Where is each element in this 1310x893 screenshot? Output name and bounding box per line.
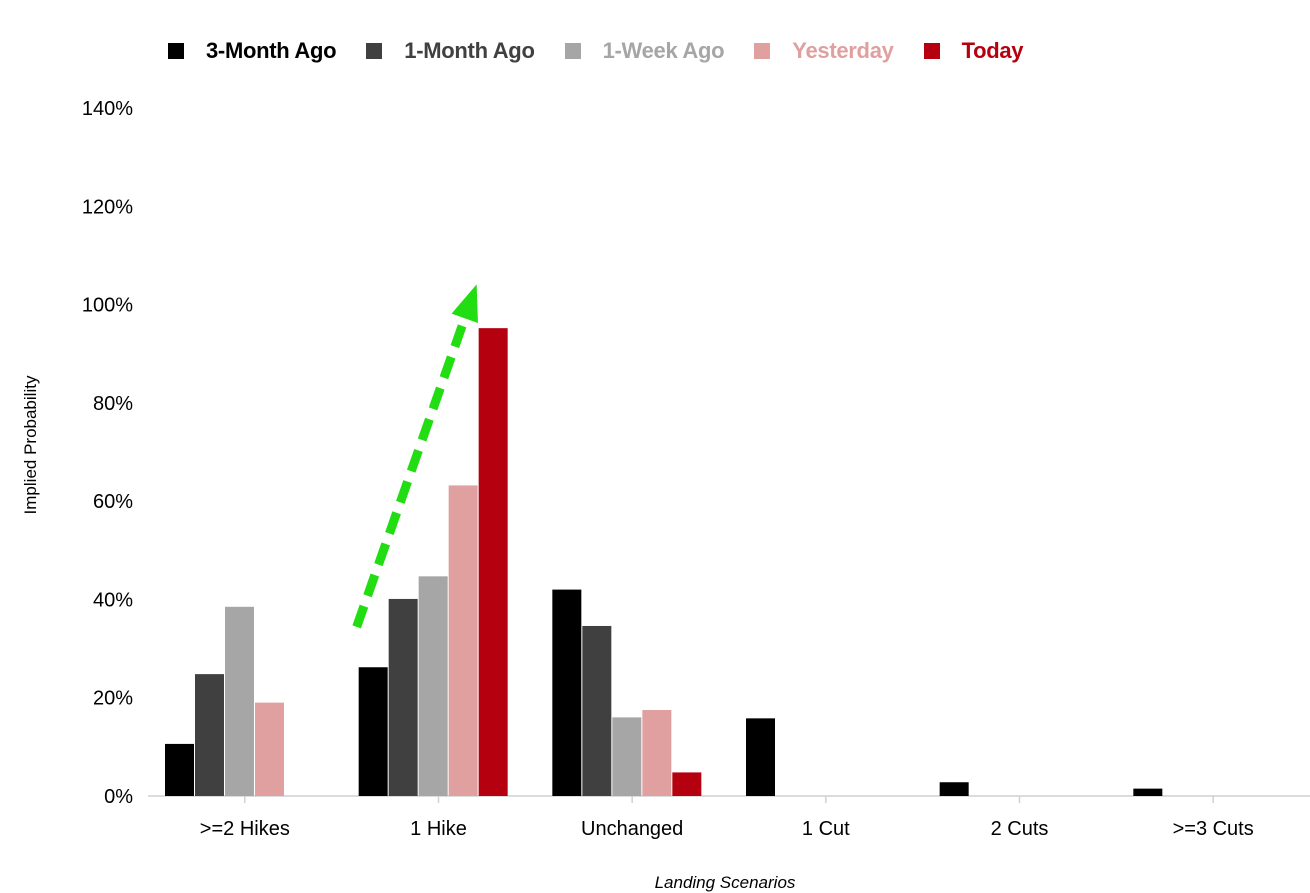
- legend-swatch: [564, 43, 581, 59]
- bar-3-month-ago: [1133, 788, 1163, 796]
- trend-arrow-line: [352, 316, 469, 629]
- legend-label: 3-Month Ago: [206, 38, 337, 63]
- x-tick-label: 2 Cuts: [991, 818, 1049, 840]
- legend-label: 1-Month Ago: [404, 38, 535, 63]
- bar-1-month-ago: [582, 625, 612, 796]
- y-tick-label: 40%: [93, 589, 133, 611]
- bar-today: [672, 772, 702, 796]
- legend-item: 3-Month Ago: [168, 38, 337, 64]
- bar-1-week-ago: [225, 606, 254, 796]
- bar-3-month-ago: [552, 589, 582, 796]
- bar-yesterday: [642, 710, 672, 796]
- bar-1-week-ago: [418, 576, 448, 796]
- legend-swatch: [366, 43, 383, 59]
- y-tick-label: 20%: [93, 688, 133, 710]
- trend-arrow-head: [451, 284, 478, 323]
- y-tick-label: 80%: [93, 393, 133, 415]
- bar-1-month-ago: [195, 674, 224, 796]
- y-axis-title: Implied Probability: [21, 375, 40, 514]
- y-tick-label: 140%: [82, 98, 133, 120]
- chart-legend: 3-Month Ago 1-Month Ago 1-Week Ago Yesterda…: [168, 38, 1053, 64]
- y-tick-label: 120%: [82, 196, 133, 218]
- x-tick-label: 1 Hike: [410, 818, 467, 840]
- bar-3-month-ago: [746, 718, 775, 796]
- y-tick-label: 0%: [104, 786, 133, 808]
- x-tick-label: >=2 Hikes: [200, 818, 290, 840]
- x-tick-label: >=3 Cuts: [1173, 818, 1254, 840]
- bar-3-month-ago: [939, 782, 969, 796]
- legend-label: Today: [961, 38, 1024, 63]
- legend-label: 1-Week Ago: [602, 38, 725, 63]
- bar-1-week-ago: [612, 717, 642, 796]
- legend-item: 1-Month Ago: [366, 38, 535, 64]
- bar-yesterday: [255, 702, 284, 796]
- x-tick-label: Unchanged: [581, 818, 683, 840]
- bar-3-month-ago: [358, 667, 388, 796]
- bar-yesterday: [448, 485, 478, 796]
- x-axis-title: Landing Scenarios: [655, 873, 796, 892]
- legend-swatch: [168, 43, 184, 59]
- legend-item: 1-Week Ago: [564, 38, 725, 64]
- legend-swatch: [754, 43, 771, 59]
- legend-item: Today: [923, 38, 1024, 64]
- y-tick-label: 60%: [93, 491, 133, 513]
- bar-today: [478, 328, 508, 796]
- x-tick-label: 1 Cut: [802, 818, 850, 840]
- y-tick-label: 100%: [82, 295, 133, 317]
- bar-3-month-ago: [165, 743, 194, 796]
- legend-label: Yesterday: [792, 38, 894, 63]
- legend-swatch: [923, 43, 940, 59]
- legend-item: Yesterday: [754, 38, 894, 64]
- bar-1-month-ago: [388, 598, 418, 796]
